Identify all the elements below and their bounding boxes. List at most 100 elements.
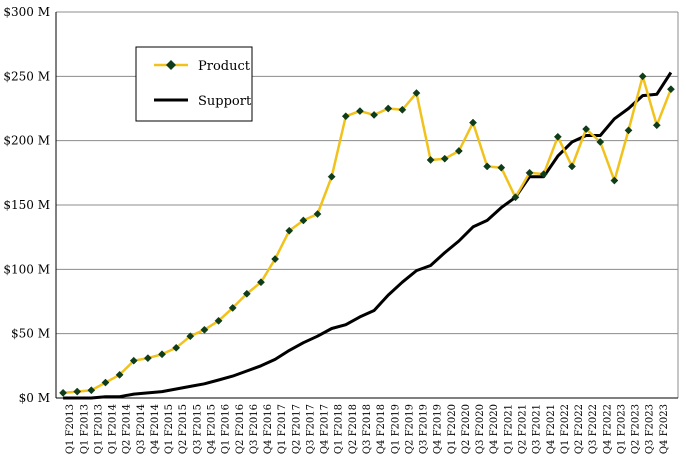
product-point	[426, 156, 435, 164]
legend-product-label: Product	[198, 59, 251, 74]
x-tick-label: Q2 F2021	[518, 404, 529, 454]
x-tick-label: Q1 F2014	[108, 404, 119, 454]
product-point	[299, 216, 308, 225]
x-tick-label: Q1 F2013	[93, 404, 104, 454]
product-point	[454, 147, 463, 155]
x-tick-label: Q3 F2021	[532, 404, 543, 454]
x-tick-label: Q1 F2016	[221, 404, 232, 454]
legend: Product Support	[135, 46, 253, 122]
product-point	[228, 303, 237, 312]
y-axis: $0 M $50 M $100 M $150 M $200 M $250 M $300 M	[3, 5, 57, 405]
x-tick-label: Q1 F2013	[79, 404, 90, 454]
product-point	[511, 193, 520, 202]
product-point	[115, 370, 124, 379]
series-lines	[59, 71, 675, 400]
x-tick-label: Q3 F2017	[305, 404, 316, 454]
x-tick-label: Q1 F2022	[560, 404, 571, 454]
x-tick-label: Q2 F2017	[291, 404, 302, 454]
x-tick-label: Q4 F2015	[207, 404, 218, 454]
y-tick-label: $200 M	[3, 134, 50, 148]
y-tick-label: $250 M	[3, 69, 50, 83]
x-tick-label: Q4 F2021	[546, 404, 557, 454]
x-tick-label: Q2 F2015	[178, 404, 189, 454]
x-tick-label: Q1 F2019	[390, 404, 401, 454]
product-point	[483, 162, 492, 171]
y-tick-label: $100 M	[3, 262, 50, 276]
x-tick-label: Q3 F2016	[249, 404, 260, 454]
product-point	[158, 350, 166, 359]
product-point	[652, 121, 661, 130]
product-point	[624, 126, 633, 135]
legend-box	[135, 46, 253, 122]
x-tick-label: Q2 F2019	[404, 404, 415, 454]
product-point	[355, 107, 364, 116]
product-point	[666, 85, 675, 94]
product-point	[186, 332, 195, 341]
product-point	[341, 112, 350, 121]
x-tick-label: Q1 F2020	[447, 404, 458, 454]
x-tick-label: Q4 F2018	[376, 404, 387, 454]
x-tick-label: Q3 F2019	[419, 404, 430, 454]
product-point	[172, 343, 181, 352]
product-point	[73, 387, 82, 396]
x-tick-label: Q4 F2022	[602, 404, 613, 454]
product-point	[370, 110, 379, 119]
product-point	[327, 172, 336, 181]
y-tick-label: $0 M	[19, 391, 50, 405]
product-point	[384, 104, 393, 113]
x-tick-label: Q3 F2020	[475, 404, 486, 454]
x-tick-label: Q2 F2023	[631, 404, 642, 454]
product-point	[539, 170, 548, 179]
x-tick-label: Q3 F2014	[136, 404, 147, 454]
product-point	[568, 162, 576, 171]
x-tick-label: Q4 F2020	[489, 404, 500, 454]
product-point	[143, 354, 152, 363]
product-point	[59, 388, 68, 397]
product-point	[412, 89, 421, 98]
product-point	[214, 316, 223, 325]
product-point	[525, 168, 534, 177]
product-point	[497, 163, 506, 172]
x-tick-label: Q1 F2013	[65, 404, 76, 454]
product-point	[398, 105, 407, 114]
x-axis: Q1 F2013 Q1 F2013 Q1 F2013 Q1 F2014 Q2 F2014…	[56, 397, 678, 454]
x-tick-label: Q2 F2020	[461, 404, 472, 454]
product-point	[582, 125, 591, 134]
x-tick-label: Q3 F2023	[645, 404, 656, 454]
product-point	[469, 118, 477, 127]
x-tick-label: Q4 F2023	[659, 404, 670, 454]
product-point	[271, 255, 280, 263]
product-point	[242, 289, 251, 298]
series-line-support	[63, 71, 673, 400]
x-tick-label: Q3 F2015	[192, 404, 203, 454]
x-tick-label: Q1 F2018	[334, 404, 345, 454]
product-point	[596, 137, 605, 146]
product-point	[285, 226, 294, 235]
series-line-product	[62, 75, 673, 395]
x-tick-label: Q1 F2017	[277, 404, 288, 454]
x-tick-label: Q2 F2014	[122, 404, 133, 454]
x-tick-label: Q3 F2022	[588, 404, 599, 454]
product-point	[87, 386, 96, 395]
y-tick-label: $50 M	[11, 327, 50, 341]
legend-product-marker	[166, 60, 176, 70]
x-tick-label: Q2 F2022	[574, 404, 585, 454]
x-tick-label: Q4 F2019	[433, 404, 444, 454]
product-point	[257, 278, 265, 287]
x-tick-label: Q4 F2016	[263, 404, 274, 454]
x-tick-label: Q4 F2014	[150, 404, 161, 454]
product-point	[313, 210, 322, 218]
product-point	[129, 356, 138, 365]
product-point	[553, 132, 562, 141]
product-point	[101, 378, 110, 387]
x-tick-label: Q1 F2021	[503, 404, 514, 454]
x-tick-label: Q2 F2018	[348, 404, 359, 454]
product-point	[610, 176, 619, 185]
x-tick-label: Q2 F2016	[235, 404, 246, 454]
y-tick-label: $300 M	[3, 5, 50, 19]
legend-support-label: Support	[198, 94, 252, 109]
product-point	[638, 72, 647, 81]
product-point	[440, 154, 449, 163]
